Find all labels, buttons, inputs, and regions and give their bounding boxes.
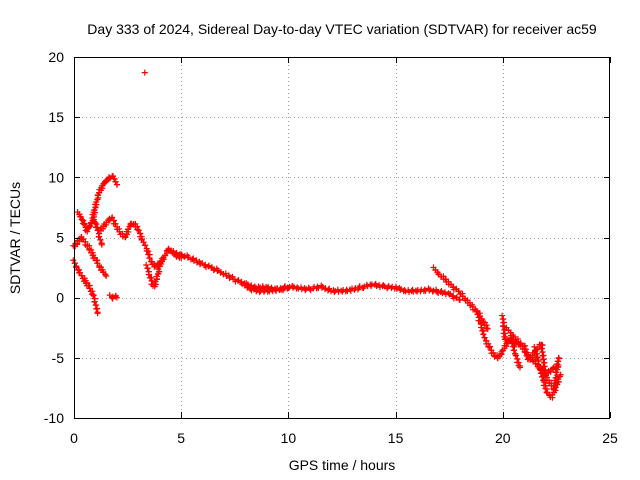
data-point (555, 354, 562, 361)
data-point (540, 356, 547, 363)
data-point (109, 172, 116, 179)
data-point (490, 349, 497, 356)
data-point (500, 323, 507, 330)
x-axis-title: GPS time / hours (289, 457, 396, 473)
data-point (141, 242, 148, 249)
data-point (388, 284, 395, 291)
data-point (509, 338, 516, 345)
data-point (138, 236, 145, 243)
x-tick-label: 0 (70, 430, 78, 446)
data-point (554, 358, 561, 365)
plot-frame (74, 57, 610, 419)
data-point (499, 312, 506, 319)
data-point (510, 347, 517, 354)
x-tick-label: 15 (388, 430, 404, 446)
data-point (94, 310, 101, 317)
data-point (86, 285, 93, 292)
data-point (541, 363, 548, 370)
data-point (217, 269, 224, 276)
x-tick-label: 10 (281, 430, 297, 446)
data-point (143, 262, 150, 269)
data-point (516, 364, 523, 371)
data-point (94, 260, 101, 267)
data-point (539, 352, 546, 359)
data-point (538, 345, 545, 352)
data-point (158, 258, 165, 265)
data-point (499, 316, 506, 323)
data-point (552, 369, 559, 376)
y-tick-label: -10 (44, 410, 64, 426)
y-axis-title: SDTVAR / TECUs (7, 182, 23, 294)
axis-ticks (74, 57, 611, 419)
data-point (501, 336, 508, 343)
data-point (113, 294, 120, 301)
tick-labels: 0 5 10 15 20 25 -10 -5 0 5 10 15 20 (44, 49, 618, 446)
data-point (512, 352, 519, 359)
data-point (534, 354, 541, 361)
y-tick-label: -5 (52, 350, 65, 366)
data-point (155, 266, 162, 273)
data-point (481, 334, 488, 341)
data-point (96, 233, 103, 240)
data-point (146, 255, 153, 262)
data-point (140, 239, 147, 246)
y-tick-label: 15 (48, 109, 64, 125)
data-point (484, 325, 491, 332)
data-point (261, 287, 268, 294)
data-point (91, 298, 98, 305)
data-point (476, 317, 483, 324)
data-point (214, 268, 221, 275)
data-point (516, 341, 523, 348)
data-point (473, 307, 480, 314)
data-point (543, 389, 550, 396)
y-tick-label: 20 (48, 49, 64, 65)
data-point (553, 361, 560, 368)
data-point (108, 294, 115, 301)
chart-title: Day 333 of 2024, Sidereal Day-to-day VTE… (87, 21, 597, 37)
data-point (135, 227, 142, 234)
data-point (103, 273, 110, 280)
data-point (98, 241, 105, 248)
data-point (474, 311, 481, 318)
data-point (113, 181, 120, 188)
data-point (234, 277, 241, 284)
data-point (78, 272, 85, 279)
data-point (97, 236, 104, 243)
data-point (551, 377, 558, 384)
x-tick-label: 20 (495, 430, 511, 446)
data-point (93, 305, 100, 312)
grid-lines (74, 57, 610, 418)
data-point (145, 271, 152, 278)
data-point (112, 220, 119, 227)
data-point (552, 374, 559, 381)
data-points (70, 69, 564, 401)
x-tick-label: 5 (177, 430, 185, 446)
data-point (205, 263, 212, 270)
data-point (478, 324, 485, 331)
x-tick-label: 25 (602, 430, 618, 446)
data-point (141, 69, 148, 76)
data-point (144, 265, 151, 272)
y-tick-label: 0 (56, 290, 64, 306)
data-point (184, 254, 191, 261)
data-point (109, 214, 116, 221)
y-tick-label: 5 (56, 230, 64, 246)
data-point (302, 287, 309, 294)
data-point (456, 297, 463, 304)
data-point (550, 385, 557, 392)
data-point (380, 282, 387, 289)
y-tick-label: 10 (48, 169, 64, 185)
data-point (480, 331, 487, 338)
data-point (178, 252, 185, 259)
data-point (483, 325, 490, 332)
data-point (90, 292, 97, 299)
data-point (91, 207, 98, 214)
data-point (553, 366, 560, 373)
